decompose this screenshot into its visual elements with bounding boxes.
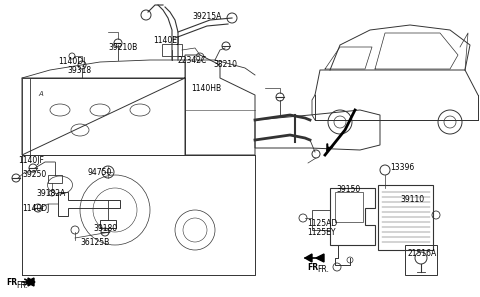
Text: FR: FR	[307, 263, 318, 272]
Text: 1125EY: 1125EY	[307, 228, 336, 237]
Text: FR.: FR.	[16, 281, 28, 290]
Bar	[100, 220, 116, 228]
Text: 39150: 39150	[336, 185, 360, 194]
Text: 39182A: 39182A	[36, 189, 65, 198]
Bar	[378, 185, 433, 250]
Bar	[335, 192, 363, 222]
Text: 1140DJ: 1140DJ	[22, 204, 49, 213]
Bar	[405, 245, 437, 275]
Text: 1140EJ: 1140EJ	[153, 36, 179, 45]
Text: A: A	[38, 91, 43, 97]
Text: 39180: 39180	[93, 224, 117, 233]
Text: 38210: 38210	[213, 60, 237, 69]
Text: 36125B: 36125B	[80, 238, 109, 247]
Text: 1140HB: 1140HB	[191, 84, 221, 93]
Polygon shape	[26, 278, 34, 286]
Text: 1140JF: 1140JF	[18, 156, 44, 165]
Text: FR: FR	[6, 278, 17, 287]
Bar	[162, 44, 182, 56]
Text: 94750: 94750	[88, 168, 112, 177]
Bar	[48, 175, 62, 183]
Polygon shape	[28, 278, 35, 286]
Text: 39215A: 39215A	[192, 12, 221, 21]
Bar	[312, 210, 330, 230]
Text: 39110: 39110	[400, 195, 424, 204]
Text: 1125AD: 1125AD	[307, 219, 337, 228]
Text: 39210B: 39210B	[108, 43, 137, 52]
Text: 39250: 39250	[22, 170, 46, 179]
Text: 13396: 13396	[390, 163, 414, 172]
Text: FR.: FR.	[317, 265, 329, 274]
Polygon shape	[305, 254, 312, 262]
Polygon shape	[316, 254, 324, 262]
Text: 22342C: 22342C	[178, 56, 207, 65]
Text: 39318: 39318	[67, 66, 91, 75]
Text: 1140DJ: 1140DJ	[58, 57, 85, 66]
Text: 21516A: 21516A	[408, 249, 437, 258]
